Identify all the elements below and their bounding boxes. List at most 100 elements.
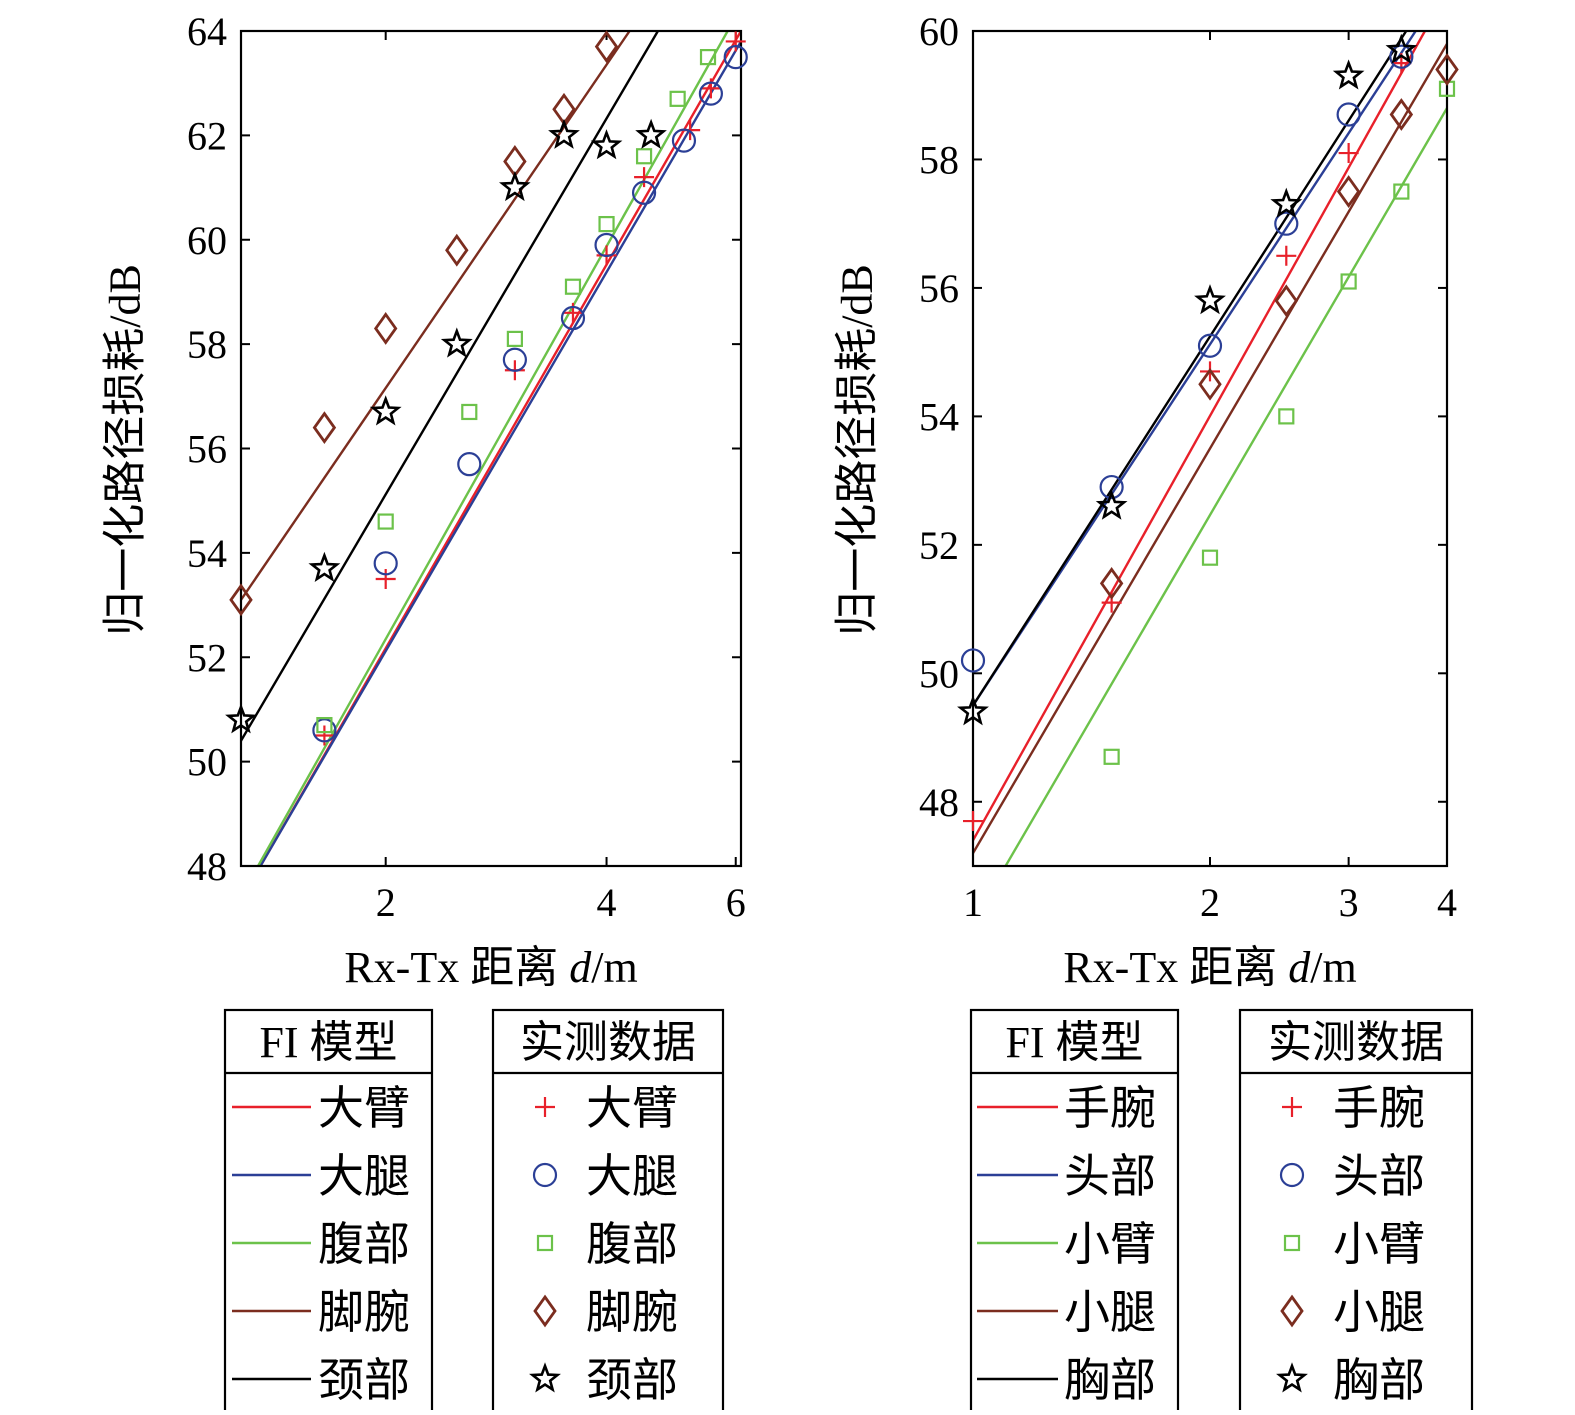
- data-point: [635, 118, 667, 149]
- legend-title: 实测数据: [1268, 1018, 1444, 1067]
- data-point: [373, 551, 398, 576]
- x-tick-label: 4: [1437, 880, 1457, 925]
- data-point: [312, 718, 337, 743]
- data-point: [369, 395, 402, 426]
- legend-label: 大臂: [318, 1083, 410, 1134]
- data-point: [699, 48, 717, 66]
- legend-label: 大腿: [318, 1151, 410, 1202]
- legend-marker: [529, 1362, 561, 1393]
- data-point: [594, 232, 619, 258]
- y-tick-label: 60: [187, 218, 227, 263]
- data-point: [1336, 102, 1361, 127]
- legend-title: FI 模型: [259, 1018, 397, 1067]
- legend-marker: [1279, 1162, 1305, 1188]
- series-手腕: [963, 53, 1412, 832]
- data-point: [671, 128, 697, 153]
- legend-marker: [1283, 1234, 1301, 1252]
- x-tick-label: 2: [1200, 880, 1220, 925]
- data-point: [1389, 44, 1414, 69]
- y-tick-label: 50: [919, 651, 959, 696]
- legend-label: 大臂: [586, 1083, 678, 1134]
- y-tick-label: 56: [187, 427, 227, 472]
- data-point: [723, 44, 748, 70]
- legend-label: 头部: [1064, 1151, 1156, 1202]
- y-tick-label: 62: [187, 113, 227, 158]
- data-point: [461, 403, 478, 421]
- data-point: [1099, 566, 1124, 600]
- data-point: [457, 452, 482, 477]
- data-point: [564, 278, 582, 295]
- legend-label: 腹部: [586, 1219, 678, 1270]
- x-tick-label: 1: [963, 880, 983, 925]
- plot-frame: [239, 29, 743, 868]
- legend-box: [223, 1008, 434, 1415]
- legend-label: 脚腕: [318, 1287, 410, 1338]
- data-point: [1194, 284, 1226, 315]
- legend-label: 小腿: [1333, 1287, 1425, 1338]
- legend-label: 颈部: [318, 1355, 410, 1406]
- data-point: [1336, 175, 1361, 208]
- data-point: [635, 148, 653, 165]
- y-tick-label: 54: [187, 531, 227, 576]
- data-point: [1338, 143, 1359, 164]
- y-tick-label: 52: [919, 523, 959, 568]
- data-point: [445, 233, 469, 267]
- series-颈部: [225, 118, 667, 734]
- fit-line-胸部: [973, 31, 1408, 707]
- legend-label: 手腕: [1333, 1083, 1425, 1134]
- data-point: [506, 330, 523, 348]
- fit-line-腹部: [257, 31, 729, 866]
- legend-title: FI 模型: [1005, 1018, 1143, 1067]
- x-tick-label: 2: [376, 880, 396, 925]
- series-大臂: [314, 31, 746, 746]
- legend-marker: [533, 1294, 557, 1328]
- data-point: [1389, 98, 1414, 131]
- legend-title: 实测数据: [520, 1018, 696, 1067]
- legend-box: [969, 1008, 1180, 1415]
- fit-line-头部: [973, 31, 1417, 707]
- fit-line-颈部: [241, 31, 659, 742]
- legend-label: 小腿: [1064, 1287, 1156, 1338]
- y-tick-label: 64: [187, 9, 227, 54]
- legend-marker: [536, 1234, 554, 1252]
- data-point: [1095, 489, 1128, 520]
- fit-line-脚腕: [241, 31, 631, 601]
- fit-lines: [973, 31, 1447, 866]
- data-point: [225, 703, 257, 734]
- series-胸部: [957, 33, 1418, 726]
- data-point: [1201, 549, 1219, 566]
- series-小臂: [1103, 80, 1456, 765]
- y-tick-label: 58: [187, 322, 227, 367]
- legend-label: 胸部: [1064, 1355, 1156, 1406]
- data-point: [373, 312, 398, 345]
- y-axis-label: 归一化路径损耗/dB: [101, 264, 150, 636]
- legend-marker: [1276, 1362, 1308, 1393]
- data-point: [375, 568, 396, 589]
- y-tick-label: 48: [187, 844, 227, 889]
- data-point: [594, 30, 619, 64]
- data-point: [957, 695, 989, 726]
- y-tick-label: 54: [919, 394, 959, 439]
- data-point: [1270, 187, 1303, 218]
- x-tick-label: 4: [597, 880, 617, 925]
- y-tick-label: 52: [187, 635, 227, 680]
- legend-label: 头部: [1333, 1151, 1425, 1202]
- series-小腿: [1099, 53, 1459, 600]
- data-point: [1276, 245, 1297, 266]
- y-axis-label: 归一化路径损耗/dB: [833, 264, 882, 636]
- legend-label: 小臂: [1333, 1219, 1425, 1270]
- data-point: [963, 811, 983, 832]
- x-tick-label: 6: [726, 880, 746, 925]
- legend-label: 胸部: [1333, 1355, 1425, 1406]
- data-point: [312, 411, 337, 445]
- series-脚腕: [229, 30, 619, 617]
- legend-box: [491, 1008, 725, 1415]
- left-chart: 48 50 52 54 56 58 60 62 64 2 4 6 Rx-Tx 距离 d/m 归一化路径损耗…: [101, 9, 748, 1415]
- legend-label: 腹部: [318, 1219, 410, 1270]
- data-point: [548, 118, 580, 149]
- data-point: [1340, 273, 1357, 290]
- legend-label: 手腕: [1064, 1083, 1156, 1134]
- series-头部: [960, 44, 1414, 673]
